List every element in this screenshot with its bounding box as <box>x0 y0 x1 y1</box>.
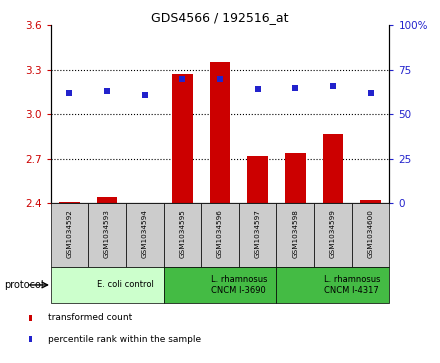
Point <box>330 83 337 89</box>
Bar <box>323 134 343 203</box>
Text: GSM1034599: GSM1034599 <box>330 209 336 258</box>
Text: GSM1034596: GSM1034596 <box>217 209 223 258</box>
Text: E. coli control: E. coli control <box>97 281 154 289</box>
Bar <box>352 203 389 267</box>
Bar <box>164 267 276 303</box>
Title: GDS4566 / 192516_at: GDS4566 / 192516_at <box>151 11 289 24</box>
Point <box>141 92 148 98</box>
Bar <box>59 202 80 203</box>
Point <box>179 76 186 82</box>
Bar <box>97 197 117 203</box>
Bar <box>88 203 126 267</box>
Point <box>367 90 374 96</box>
Text: GSM1034600: GSM1034600 <box>367 209 374 258</box>
Bar <box>360 200 381 203</box>
Bar <box>51 203 88 267</box>
Bar <box>314 203 352 267</box>
Bar <box>247 156 268 203</box>
Point <box>254 86 261 92</box>
Text: transformed count: transformed count <box>48 313 133 322</box>
Text: L. rhamnosus
CNCM I-3690: L. rhamnosus CNCM I-3690 <box>211 275 267 295</box>
Point <box>66 90 73 96</box>
Bar <box>201 203 239 267</box>
Bar <box>276 203 314 267</box>
Text: GSM1034594: GSM1034594 <box>142 209 148 258</box>
Bar <box>164 203 201 267</box>
Bar <box>276 267 389 303</box>
Point <box>205 227 213 232</box>
Text: GSM1034592: GSM1034592 <box>66 209 73 258</box>
Bar <box>209 62 231 203</box>
Text: GSM1034597: GSM1034597 <box>255 209 260 258</box>
Text: GSM1034595: GSM1034595 <box>180 209 185 258</box>
Bar <box>126 203 164 267</box>
Text: protocol: protocol <box>4 280 44 290</box>
Text: GSM1034598: GSM1034598 <box>292 209 298 258</box>
Point <box>216 76 224 82</box>
Point <box>292 85 299 90</box>
Bar <box>239 203 276 267</box>
Text: percentile rank within the sample: percentile rank within the sample <box>48 335 202 344</box>
Text: L. rhamnosus
CNCM I-4317: L. rhamnosus CNCM I-4317 <box>323 275 380 295</box>
Point <box>205 29 213 34</box>
Bar <box>51 267 164 303</box>
Bar <box>172 74 193 203</box>
Text: GSM1034593: GSM1034593 <box>104 209 110 258</box>
Point <box>103 88 110 94</box>
Bar <box>285 153 306 203</box>
